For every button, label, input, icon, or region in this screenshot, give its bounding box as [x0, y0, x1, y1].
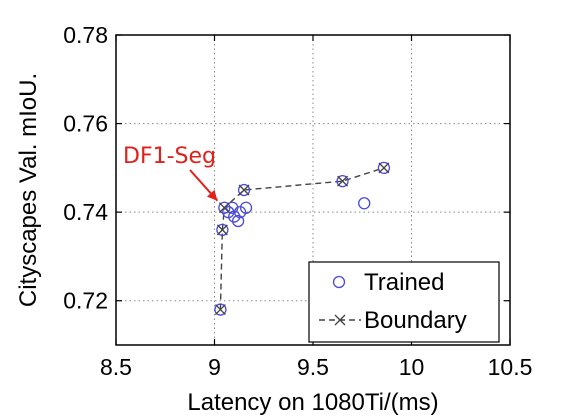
- trained-point: [216, 223, 229, 237]
- trained-point: [239, 201, 253, 214]
- trained-point: [231, 214, 245, 228]
- legend-boundary-marker: [334, 314, 346, 326]
- legend-box: [308, 261, 500, 343]
- boundary-point: [216, 224, 228, 236]
- annotation-layer: DF1-Seg: [123, 144, 219, 202]
- trained-point: [377, 161, 391, 175]
- boundary-point: [214, 304, 226, 316]
- boundary-point: [378, 162, 390, 174]
- x-tick-label: 9.5: [297, 354, 329, 380]
- x-tick-label: 10: [399, 354, 425, 380]
- boundary-point: [337, 175, 349, 187]
- trained-point: [214, 303, 227, 316]
- x-tick-label: 9: [208, 354, 221, 380]
- legend: Trained Boundary: [308, 261, 500, 343]
- annotation-label: DF1-Seg: [123, 144, 216, 169]
- series-layer: [214, 161, 391, 316]
- trained-point: [237, 183, 251, 197]
- legend-trained-label: Trained: [364, 269, 444, 296]
- x-axis-label: Latency on 1080Ti/(ms): [187, 389, 438, 416]
- boundary-point: [218, 202, 230, 214]
- x-tick-label: 8.5: [100, 354, 132, 380]
- trained-point: [358, 197, 371, 210]
- trained-point: [218, 201, 231, 214]
- x-tick-label: 10.5: [488, 354, 533, 380]
- trained-point: [336, 174, 349, 188]
- y-tick-label: 0.76: [63, 111, 108, 137]
- legend-boundary-label: Boundary: [364, 307, 467, 334]
- boundary-point: [238, 184, 250, 196]
- boundary-line: [219, 167, 385, 310]
- y-axis-label: Cityscapes Val. mIoU.: [15, 73, 42, 307]
- y-tick-label: 0.78: [63, 22, 108, 48]
- annotation-arrow-head: [206, 189, 218, 201]
- legend-trained-marker: [332, 275, 346, 289]
- y-tick-label: 0.72: [63, 288, 108, 314]
- axis-ticks: 8.5 9 9.5 10 10.5 0.72 0.74 0.76 0.78: [63, 22, 532, 380]
- y-tick-label: 0.74: [63, 199, 108, 225]
